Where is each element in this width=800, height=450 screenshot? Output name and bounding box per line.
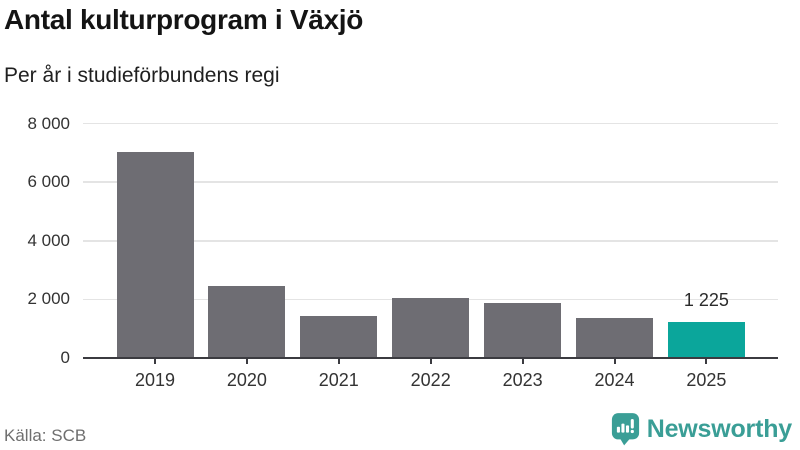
bar-2023 — [484, 303, 562, 358]
x-axis-tick-label: 2020 — [226, 370, 267, 390]
bar-2025 — [667, 322, 745, 358]
x-axis-tick-label: 2024 — [594, 370, 635, 390]
x-axis-tick-label: 2019 — [134, 370, 176, 390]
x-axis-tick-label: 2022 — [410, 370, 451, 390]
x-axis-tick — [429, 358, 432, 364]
chart-subtitle: Per år i studieförbundens regi — [4, 64, 280, 87]
y-axis-tick-label: 4 000 — [27, 230, 70, 250]
y-gridline — [83, 122, 778, 125]
x-axis-tick-label: 2025 — [686, 370, 727, 390]
bar-2021 — [300, 315, 378, 358]
y-axis-tick-label: 8 000 — [27, 113, 70, 133]
y-axis-tick-label: 6 000 — [27, 172, 70, 192]
x-axis-tick-label: 2021 — [318, 370, 359, 390]
x-axis-tick — [521, 358, 524, 364]
newsworthy-logo: Newsworthy — [611, 412, 792, 446]
x-axis-tick — [245, 358, 248, 364]
y-axis-tick-label: 2 000 — [27, 289, 70, 309]
newsworthy-chart-bubble-icon — [611, 412, 640, 446]
x-axis-tick — [705, 358, 708, 364]
bar-2019 — [116, 152, 194, 358]
y-axis-tick-label: 0 — [60, 348, 70, 367]
x-axis-tick — [337, 358, 340, 364]
x-axis-tick-label: 2023 — [502, 370, 543, 390]
chart-title: Antal kulturprogram i Växjö — [4, 4, 364, 35]
bar-2024 — [576, 317, 653, 358]
x-axis-tick — [154, 358, 156, 364]
newsworthy-wordmark: Newsworthy — [646, 414, 792, 443]
y-gridline — [83, 181, 778, 183]
x-axis-tick — [613, 358, 616, 364]
bar-value-label: 1 225 — [683, 290, 729, 311]
bar-2022 — [392, 298, 470, 358]
y-gridline — [83, 240, 778, 242]
source-note: Källa: SCB — [4, 426, 87, 445]
bar-2020 — [208, 286, 286, 358]
